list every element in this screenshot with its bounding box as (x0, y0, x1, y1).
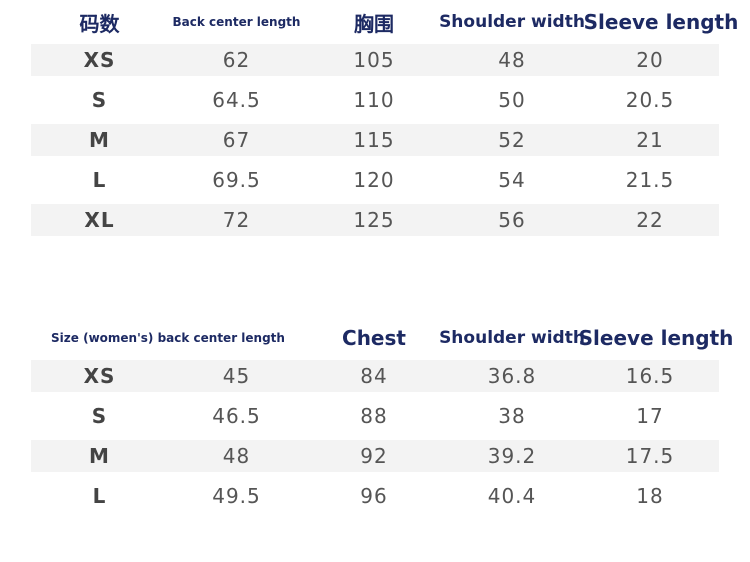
size-cell: S (91, 404, 108, 428)
header-shoulder-width: Shoulder width (439, 12, 585, 32)
table-row: M 48 92 39.2 17.5 (31, 440, 719, 472)
table-row: S 46.5 88 38 17 (31, 400, 719, 432)
table-header: Size (women's) back center length Chest … (31, 316, 733, 360)
sleeve-cell: 16.5 (625, 364, 675, 388)
sleeve-cell: 17 (636, 404, 664, 428)
size-cell: L (92, 484, 107, 508)
size-cell: M (89, 128, 110, 152)
back-length-cell: 48 (222, 444, 251, 468)
header-sleeve-length: Sleeve length (578, 326, 734, 350)
shoulder-cell: 39.2 (487, 444, 537, 468)
shoulder-cell: 36.8 (487, 364, 537, 388)
header-back-center-length: Back center length (172, 15, 301, 29)
back-length-cell: 69.5 (212, 168, 261, 192)
size-table-womens: Size (women's) back center length Chest … (31, 316, 733, 520)
chest-cell: 92 (360, 444, 388, 468)
table-row: XS 62 105 48 20 (31, 44, 719, 76)
shoulder-cell: 54 (498, 168, 526, 192)
shoulder-cell: 40.4 (487, 484, 537, 508)
back-length-cell: 67 (222, 128, 251, 152)
chest-cell: 84 (360, 364, 388, 388)
header-shoulder-width: Shoulder width (439, 328, 585, 348)
size-cell: M (89, 444, 110, 468)
header-size: 码数 (79, 11, 120, 36)
back-length-cell: 49.5 (212, 484, 261, 508)
shoulder-cell: 50 (498, 88, 526, 112)
header-size-back-center-length: Size (women's) back center length (51, 331, 285, 345)
table-row: S 64.5 110 50 20.5 (31, 84, 719, 116)
table-row: M 67 115 52 21 (31, 124, 719, 156)
sleeve-cell: 20 (636, 48, 664, 72)
size-cell: XL (84, 208, 115, 232)
sleeve-cell: 21.5 (625, 168, 675, 192)
shoulder-cell: 56 (498, 208, 526, 232)
sleeve-cell: 21 (636, 128, 664, 152)
size-cell: XS (83, 364, 116, 388)
back-length-cell: 72 (222, 208, 251, 232)
chest-cell: 96 (360, 484, 388, 508)
sleeve-cell: 22 (636, 208, 664, 232)
header-chest: Chest (342, 326, 406, 350)
back-length-cell: 45 (222, 364, 251, 388)
shoulder-cell: 52 (498, 128, 526, 152)
shoulder-cell: 38 (498, 404, 526, 428)
chest-cell: 110 (353, 88, 395, 112)
chest-cell: 120 (353, 168, 395, 192)
table-row: L 69.5 120 54 21.5 (31, 164, 719, 196)
chest-cell: 88 (360, 404, 388, 428)
back-length-cell: 62 (222, 48, 251, 72)
size-cell: L (92, 168, 107, 192)
header-sleeve-length: Sleeve length (583, 10, 739, 34)
size-cell: XS (83, 48, 116, 72)
header-chest: 胸围 (354, 11, 394, 36)
table-row: L 49.5 96 40.4 18 (31, 480, 719, 512)
back-length-cell: 46.5 (212, 404, 261, 428)
sleeve-cell: 17.5 (625, 444, 675, 468)
chest-cell: 115 (353, 128, 395, 152)
shoulder-cell: 48 (498, 48, 526, 72)
sleeve-cell: 20.5 (625, 88, 675, 112)
table-header: 码数 Back center length 胸围 Shoulder width … (31, 0, 739, 44)
size-cell: S (91, 88, 108, 112)
sleeve-cell: 18 (636, 484, 664, 508)
table-row: XL 72 125 56 22 (31, 204, 719, 236)
size-table-mens: 码数 Back center length 胸围 Shoulder width … (31, 0, 739, 244)
back-length-cell: 64.5 (212, 88, 261, 112)
chest-cell: 105 (353, 48, 395, 72)
table-row: XS 45 84 36.8 16.5 (31, 360, 719, 392)
chest-cell: 125 (353, 208, 395, 232)
